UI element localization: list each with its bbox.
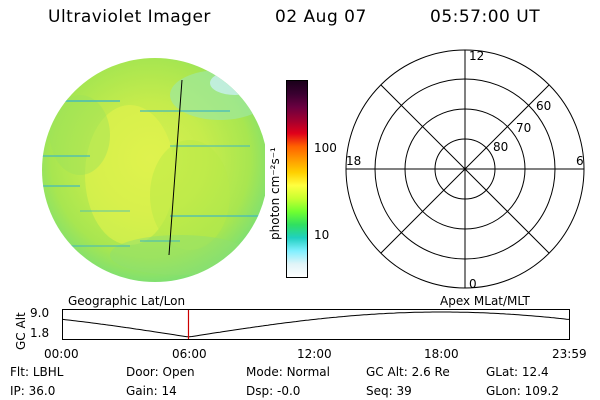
colorbar xyxy=(286,80,308,278)
timeline-xtick-4: 23:59 xyxy=(552,347,587,361)
mlt-label-right: 6 xyxy=(576,154,584,168)
info-ip: IP: 36.0 xyxy=(10,384,56,398)
timeline-ytick-top: 9.0 xyxy=(30,306,50,320)
lat-label-70: 70 xyxy=(516,121,531,135)
altitude-curve xyxy=(62,311,570,338)
timeline-plot xyxy=(62,309,570,340)
info-seq: Seq: 39 xyxy=(366,384,412,398)
uv-image-panel xyxy=(42,58,265,282)
app-title: Ultraviolet Imager xyxy=(48,7,211,27)
polar-plot: 12 18 6 0 60 70 80 xyxy=(345,49,585,291)
time-label: 05:57:00 UT xyxy=(430,7,541,27)
lat-label-60: 60 xyxy=(536,99,551,113)
mlt-label-top: 12 xyxy=(469,49,484,63)
colorbar-tick-100: 100 xyxy=(314,141,337,155)
info-dsp: Dsp: -0.0 xyxy=(246,384,301,398)
info-glat: GLat: 12.4 xyxy=(486,365,549,379)
info-gc-alt: GC Alt: 2.6 Re xyxy=(366,365,450,379)
image-texture xyxy=(42,70,265,275)
info-glon: GLon: 109.2 xyxy=(486,384,559,398)
info-mode: Mode: Normal xyxy=(246,365,330,379)
timeline-xtick-3: 18:00 xyxy=(424,347,459,361)
mlt-label-left: 18 xyxy=(346,154,361,168)
terminator-line xyxy=(168,79,183,256)
colorbar-tick-10: 10 xyxy=(314,228,330,242)
timeline-y-axis-label: GC Alt xyxy=(14,312,28,350)
info-flt: Flt: LBHL xyxy=(10,365,64,379)
timeline-ytick-bottom: 1.8 xyxy=(30,326,50,340)
lat-label-80: 80 xyxy=(493,140,508,154)
info-door: Door: Open xyxy=(126,365,195,379)
timeline-xtick-1: 06:00 xyxy=(172,347,207,361)
date-label: 02 Aug 07 xyxy=(275,7,367,27)
mlt-label-bottom: 0 xyxy=(469,277,477,291)
timeline-frame xyxy=(62,309,570,340)
colorbar-unit-label: photon cm⁻²s⁻¹ xyxy=(268,147,282,240)
timeline-xtick-0: 00:00 xyxy=(44,347,79,361)
polar-diagonal-2 xyxy=(380,84,550,254)
timeline-right-title: Apex MLat/MLT xyxy=(440,294,530,308)
timeline-left-title: Geographic Lat/Lon xyxy=(68,294,186,308)
info-gain: Gain: 14 xyxy=(126,384,177,398)
timeline-xtick-2: 12:00 xyxy=(297,347,332,361)
